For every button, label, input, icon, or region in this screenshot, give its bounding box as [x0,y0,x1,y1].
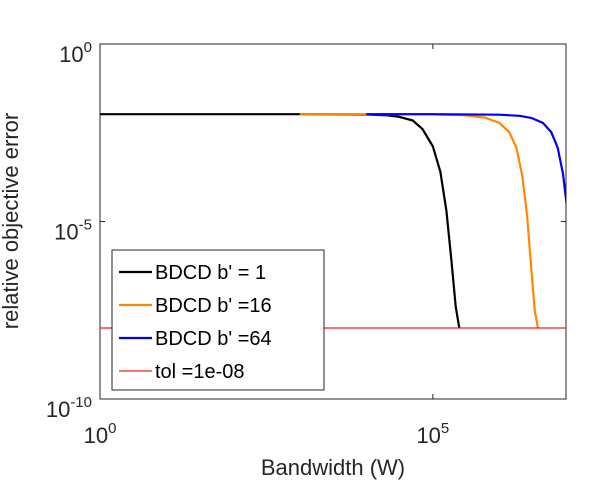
y-tick-label: 10-5 [54,217,92,245]
series-line-1 [100,113,461,329]
y-tick-label-exponent: -10 [70,394,92,411]
y-tick-label-exponent: 0 [84,39,92,56]
legend-label-2: BDCD b' =16 [155,295,272,317]
y-axis-label: relative objective error [0,113,23,329]
x-tick-label-base: 10 [416,423,440,448]
legend-label-3: BDCD b' =64 [155,328,272,350]
legend-label-4: tol =1e-08 [155,361,245,383]
x-tick-label: 105 [416,420,449,448]
x-tick-label-exponent: 0 [108,420,116,437]
x-tick-label-base: 10 [84,423,108,448]
x-tick-label-exponent: 5 [441,420,449,437]
legend-label-1: BDCD b' = 1 [155,262,266,284]
y-tick-label-base: 10 [54,220,78,245]
y-tick-label: 10-10 [46,394,92,422]
series-layer [100,113,566,329]
x-axis-label: Bandwidth (W) [261,455,405,480]
y-tick-label: 100 [59,39,92,67]
legend: BDCD b' = 1 BDCD b' =16 BDCD b' =64 tol =1e… [111,249,325,391]
x-tick-label: 100 [84,420,117,448]
y-tick-label-base: 10 [59,42,83,67]
series-line-3 [366,113,566,209]
legend-box [111,249,325,391]
y-tick-label-base: 10 [46,397,70,422]
y-tick-label-exponent: -5 [79,217,92,234]
